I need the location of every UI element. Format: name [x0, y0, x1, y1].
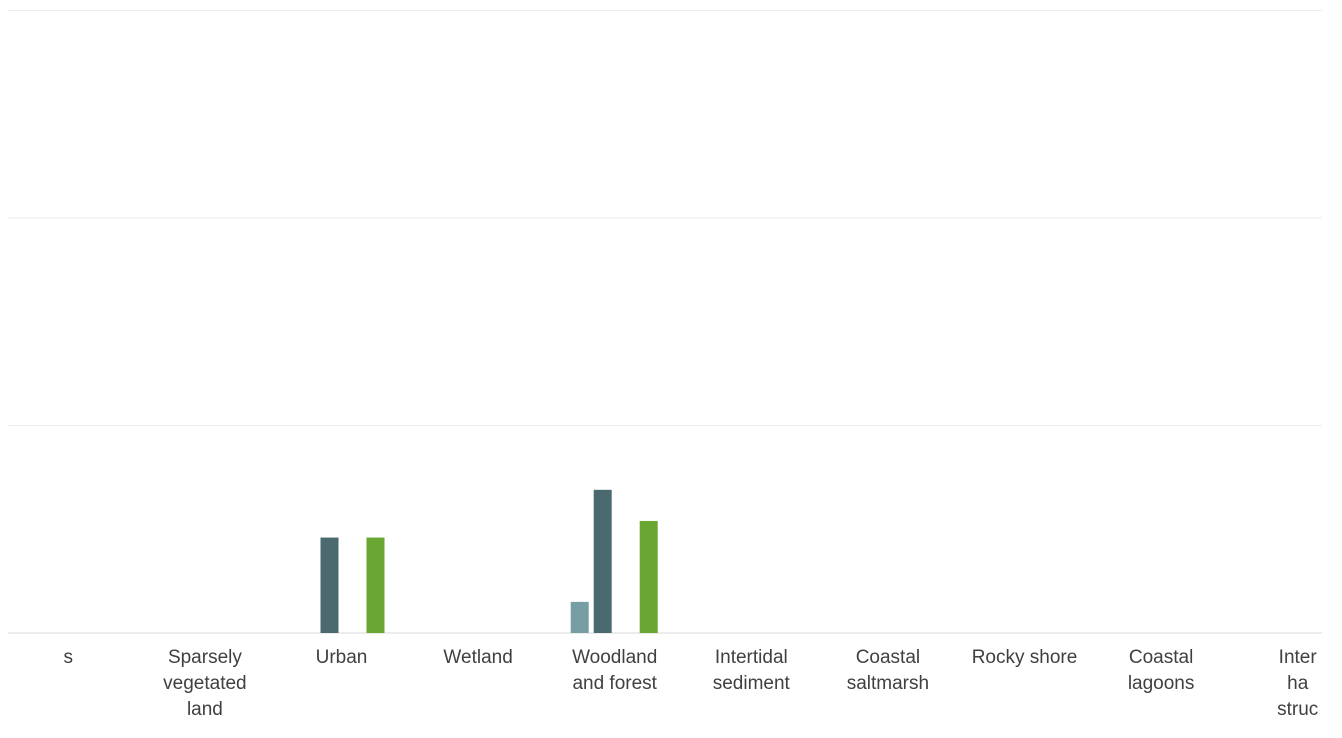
bars [320, 489, 658, 633]
x-tick-label-line: Sparsely [168, 647, 242, 668]
x-tick-label-line: lagoons [1128, 673, 1195, 694]
x-tick-label: s [64, 647, 74, 668]
x-tick-label: Coastal lagoons [1128, 647, 1195, 694]
x-tick-label: Intertidal sediment [713, 647, 791, 694]
bar-series-2-4 [593, 489, 612, 633]
x-tick-label: Woodland and forest [572, 647, 658, 694]
bar-series-2-2 [320, 537, 339, 633]
x-tick-label-line: Rocky shore [972, 647, 1078, 668]
gridlines [8, 10, 1322, 634]
x-tick-label-line: saltmarsh [847, 673, 929, 694]
x-tick-label-line: Urban [316, 647, 368, 668]
x-axis-labels: s Sparsely vegetated land Urban Wetland Woodla… [64, 647, 1319, 720]
x-tick-label-line: Intertidal [715, 647, 788, 668]
x-tick-label-line: and forest [572, 673, 657, 694]
x-tick-label: Urban [316, 647, 368, 668]
x-tick-label-line: Coastal [1129, 647, 1193, 668]
x-tick-label-line: struc [1277, 699, 1318, 720]
x-tick-label-line: ha [1287, 673, 1309, 694]
x-tick-label: Coastal saltmarsh [847, 647, 929, 694]
x-tick-label-line: s [64, 647, 74, 668]
x-tick-label: Wetland [443, 647, 512, 668]
x-tick-label-line: Woodland [572, 647, 657, 668]
x-tick-label-line: vegetated [163, 673, 246, 694]
x-tick-label-line: Coastal [856, 647, 920, 668]
bar-series-4-2 [366, 537, 385, 633]
bar-series-1-4 [570, 601, 589, 633]
x-tick-label-line: Inter [1279, 647, 1318, 668]
x-tick-label-line: Wetland [443, 647, 512, 668]
x-tick-label: Rocky shore [972, 647, 1078, 668]
x-tick-label-line: sediment [713, 673, 791, 694]
x-tick-label-line: land [187, 699, 223, 720]
bar-series-4-4 [639, 520, 658, 633]
x-tick-label: Inter ha struc [1277, 647, 1318, 720]
x-tick-label: Sparsely vegetated land [163, 647, 246, 720]
